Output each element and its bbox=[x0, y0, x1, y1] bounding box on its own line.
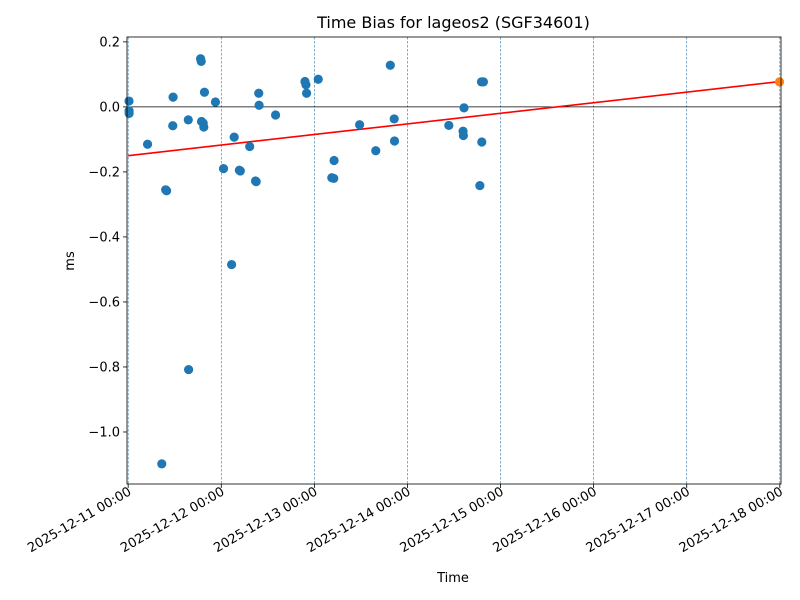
data-point bbox=[162, 186, 172, 196]
data-point bbox=[254, 88, 264, 98]
x-tick-label: 2025-12-18 00:00 bbox=[677, 484, 786, 556]
data-point bbox=[329, 173, 339, 184]
data-point bbox=[477, 137, 487, 147]
data-point bbox=[444, 120, 454, 131]
data-point bbox=[355, 120, 365, 130]
x-tick-label: 2025-12-13 00:00 bbox=[211, 484, 320, 556]
x-tick-label: 2025-12-12 00:00 bbox=[118, 484, 227, 556]
data-point bbox=[371, 146, 381, 156]
data-point bbox=[168, 92, 178, 102]
data-point bbox=[475, 180, 485, 191]
data-point bbox=[478, 77, 489, 87]
data-point bbox=[210, 97, 221, 107]
y-tick-label: −0.4 bbox=[88, 230, 120, 245]
data-point bbox=[459, 103, 469, 113]
data-point bbox=[199, 87, 210, 97]
data-point bbox=[385, 60, 395, 70]
data-point bbox=[329, 155, 339, 166]
data-point bbox=[157, 459, 167, 469]
data-point bbox=[235, 166, 245, 176]
data-point bbox=[313, 74, 323, 84]
y-tick-label: −1.0 bbox=[88, 425, 120, 440]
data-point bbox=[142, 139, 153, 149]
x-tick-label: 2025-12-15 00:00 bbox=[398, 484, 507, 556]
plot-area bbox=[124, 36, 785, 485]
data-point bbox=[245, 141, 255, 152]
y-axis: 0.2 0.0 −0.2 −0.4 −0.6 −0.8 −1.0 bbox=[88, 35, 127, 440]
y-tick-label: −0.6 bbox=[88, 295, 120, 310]
x-tick-label: 2025-12-17 00:00 bbox=[584, 484, 693, 556]
chart-title: Time Bias for lageos2 (SGF34601) bbox=[316, 13, 590, 32]
data-point bbox=[184, 364, 194, 375]
data-point bbox=[270, 110, 281, 120]
x-tick-label: 2025-12-11 00:00 bbox=[25, 484, 134, 556]
data-point bbox=[124, 96, 134, 106]
data-point bbox=[199, 122, 209, 132]
data-point bbox=[389, 136, 400, 146]
plot-background bbox=[127, 37, 781, 484]
data-point bbox=[254, 100, 264, 110]
y-tick-label: 0.0 bbox=[99, 100, 120, 115]
data-point bbox=[458, 130, 468, 141]
data-point bbox=[124, 108, 134, 118]
y-axis-label: ms bbox=[63, 251, 78, 271]
data-point bbox=[196, 56, 206, 66]
plot-frame bbox=[126, 36, 782, 485]
x-axis-label: Time bbox=[436, 571, 469, 586]
trend-line bbox=[128, 80, 780, 157]
y-tick-label: −0.8 bbox=[88, 360, 120, 375]
y-tick-label: 0.2 bbox=[99, 35, 120, 50]
y-tick-label: −0.2 bbox=[88, 165, 120, 180]
data-point bbox=[227, 259, 237, 270]
data-point bbox=[229, 132, 239, 142]
data-point bbox=[168, 121, 178, 131]
x-tick-label: 2025-12-14 00:00 bbox=[304, 484, 413, 556]
data-point bbox=[218, 164, 229, 174]
data-point bbox=[301, 80, 311, 90]
data-point bbox=[774, 77, 785, 87]
vertical-guide-lines bbox=[127, 37, 781, 484]
data-point bbox=[301, 88, 312, 98]
data-point bbox=[251, 177, 261, 187]
data-point bbox=[389, 114, 399, 124]
data-point bbox=[183, 115, 193, 125]
x-tick-label: 2025-12-16 00:00 bbox=[491, 484, 600, 556]
